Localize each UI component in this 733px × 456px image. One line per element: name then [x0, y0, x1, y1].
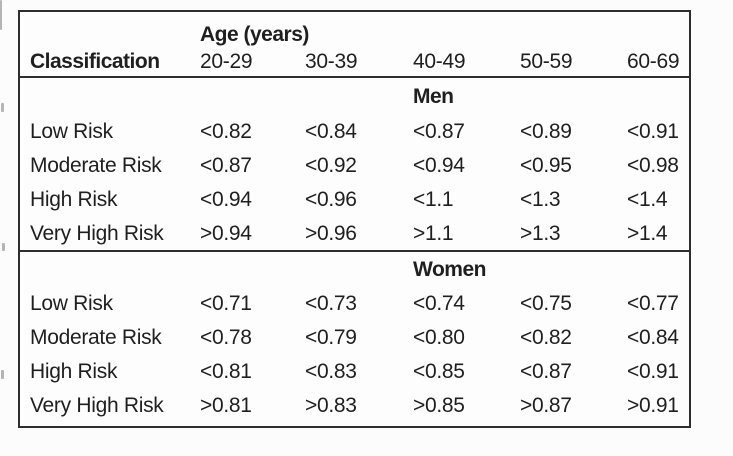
- value-cell: <0.77: [627, 291, 679, 315]
- table-row: Very High Risk >0.94 >0.96 >1.1 >1.3 >1.…: [20, 216, 689, 250]
- value-cell: >1.4: [627, 221, 668, 245]
- value-cell: >0.96: [305, 221, 357, 245]
- age-column-header: 20-29: [200, 49, 253, 73]
- row-label: Moderate Risk: [30, 325, 162, 349]
- classification-header: Classification: [30, 49, 160, 73]
- value-cell: >0.81: [200, 393, 252, 417]
- age-group-header: Age (years): [200, 23, 309, 46]
- table-row: High Risk <0.81 <0.83 <0.85 <0.87 <0.91: [20, 354, 689, 388]
- value-cell: >0.94: [200, 221, 252, 245]
- age-header-row: Age (years): [20, 12, 689, 46]
- value-cell: >1.3: [520, 221, 561, 245]
- value-cell: <0.96: [305, 187, 357, 211]
- value-cell: <0.80: [413, 325, 465, 349]
- section-header-row-women: Women: [20, 250, 689, 286]
- value-cell: <1.3: [520, 187, 561, 211]
- table-row: Very High Risk >0.81 >0.83 >0.85 >0.87 >…: [20, 388, 689, 422]
- scan-edge-artifact: [1, 103, 4, 112]
- value-cell: >0.85: [413, 393, 465, 417]
- value-cell: >0.91: [627, 393, 679, 417]
- age-column-header: 50-59: [520, 49, 573, 73]
- value-cell: <0.75: [520, 291, 572, 315]
- age-column-header: 30-39: [305, 49, 358, 73]
- section-header-men: Men: [413, 84, 454, 108]
- value-cell: <1.4: [627, 187, 668, 211]
- value-cell: <0.94: [200, 187, 252, 211]
- value-cell: <0.78: [200, 325, 252, 349]
- value-cell: <0.84: [627, 325, 679, 349]
- row-label: Very High Risk: [30, 221, 164, 245]
- row-label: Moderate Risk: [30, 153, 162, 177]
- table-row: Low Risk <0.71 <0.73 <0.74 <0.75 <0.77: [20, 286, 689, 320]
- age-column-header: 60-69: [627, 49, 680, 73]
- scan-edge-artifact: [2, 243, 5, 251]
- section-header-women: Women: [413, 257, 486, 281]
- value-cell: <0.74: [413, 291, 465, 315]
- column-header-row: Classification 20-29 30-39 40-49 50-59 6…: [20, 46, 689, 78]
- value-cell: <0.73: [305, 291, 357, 315]
- value-cell: >0.83: [305, 393, 357, 417]
- value-cell: <0.85: [413, 359, 465, 383]
- value-cell: >1.1: [413, 221, 454, 245]
- value-cell: <0.81: [200, 359, 252, 383]
- section-header-row-men: Men: [20, 78, 689, 114]
- value-cell: <0.98: [627, 153, 679, 177]
- value-cell: <0.95: [520, 153, 572, 177]
- value-cell: <0.87: [200, 153, 252, 177]
- table-row: Low Risk <0.82 <0.84 <0.87 <0.89 <0.91: [20, 114, 689, 148]
- value-cell: <0.94: [413, 153, 465, 177]
- value-cell: >0.87: [520, 393, 572, 417]
- empty-cell: [20, 45, 200, 46]
- value-cell: <0.83: [305, 359, 357, 383]
- row-label: Very High Risk: [30, 393, 164, 417]
- row-label: Low Risk: [30, 291, 113, 315]
- table-row: High Risk <0.94 <0.96 <1.1 <1.3 <1.4: [20, 182, 689, 216]
- scan-edge-artifact: [1, 370, 4, 379]
- value-cell: <0.82: [520, 325, 572, 349]
- value-cell: <0.84: [305, 119, 357, 143]
- value-cell: <0.87: [413, 119, 465, 143]
- value-cell: <1.1: [413, 187, 454, 211]
- value-cell: <0.87: [520, 359, 572, 383]
- row-label: Low Risk: [30, 119, 113, 143]
- table-row: Moderate Risk <0.78 <0.79 <0.80 <0.82 <0…: [20, 320, 689, 354]
- row-label: High Risk: [30, 359, 118, 383]
- value-cell: <0.91: [627, 119, 679, 143]
- value-cell: <0.79: [305, 325, 357, 349]
- row-label: High Risk: [30, 187, 118, 211]
- risk-classification-table: Age (years) Classification 20-29 30-39 4…: [18, 10, 691, 428]
- value-cell: <0.91: [627, 359, 679, 383]
- table-row: Moderate Risk <0.87 <0.92 <0.94 <0.95 <0…: [20, 148, 689, 182]
- value-cell: <0.89: [520, 119, 572, 143]
- scan-edge-artifact: [0, 0, 2, 30]
- value-cell: <0.92: [305, 153, 357, 177]
- value-cell: <0.71: [200, 291, 252, 315]
- age-column-header: 40-49: [413, 49, 466, 73]
- value-cell: <0.82: [200, 119, 252, 143]
